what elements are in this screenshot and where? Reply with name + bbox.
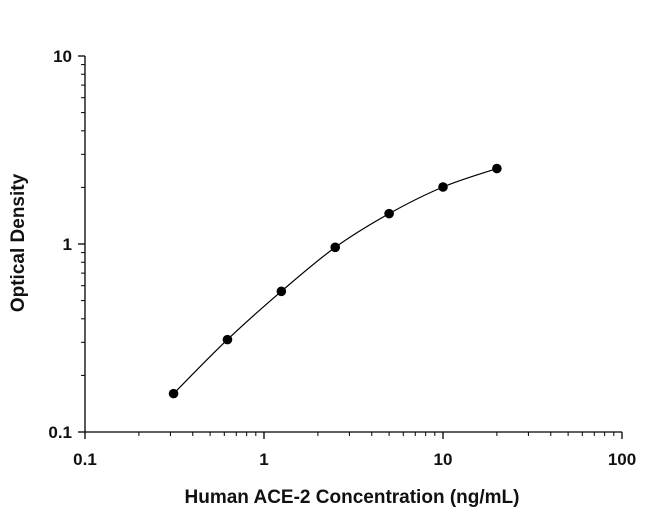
data-points-layer: [168, 163, 502, 399]
y-axis: 0.1 1 10: [48, 47, 86, 442]
data-point: [438, 182, 448, 192]
x-axis-title: Human ACE-2 Concentration (ng/mL): [185, 487, 520, 508]
y-tick-label: 1: [63, 235, 72, 254]
data-point: [222, 334, 233, 345]
fit-curve-layer: [173, 167, 498, 395]
x-tick-label: 100: [608, 450, 636, 469]
data-point: [276, 286, 287, 297]
data-point: [330, 242, 341, 253]
x-tick-label: 1: [259, 450, 268, 469]
x-axis: 0.1 1 10 100: [73, 431, 636, 469]
data-point: [492, 163, 502, 174]
y-tick-label: 0.1: [48, 423, 72, 442]
data-point: [168, 388, 179, 399]
y-tick-label: 10: [53, 47, 72, 66]
y-axis-title: Optical Density: [8, 173, 29, 312]
x-tick-label: 0.1: [73, 450, 97, 469]
x-tick-label: 10: [434, 450, 453, 469]
data-point: [384, 208, 394, 219]
fit-curve: [173, 167, 498, 395]
